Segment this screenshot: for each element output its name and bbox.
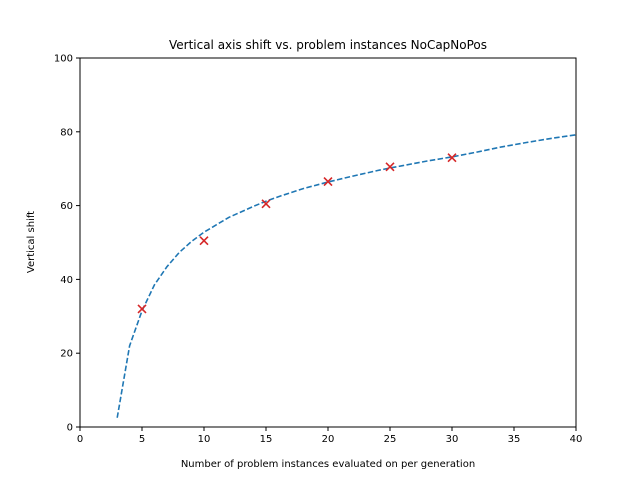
ticks: 0 5 10 15 20 25 30 35 40 0 20 40 60 80 100 (54, 54, 582, 446)
y-tick-label: 100 (54, 54, 73, 65)
y-tick-label: 40 (60, 275, 73, 286)
y-tick-label: 0 (67, 423, 73, 434)
x-tick-label: 25 (384, 434, 397, 445)
y-tick-label: 80 (60, 127, 73, 138)
y-tick-label: 60 (60, 201, 73, 212)
y-tick-label: 20 (60, 349, 73, 360)
x-tick-label: 20 (322, 434, 335, 445)
plot-area (116, 134, 577, 418)
axes-frame (79, 57, 577, 428)
data-point-marker (261, 199, 271, 209)
x-tick-label: 10 (198, 434, 211, 445)
data-point-marker (385, 162, 395, 172)
x-tick-label: 5 (139, 434, 145, 445)
chart-title: Vertical axis shift vs. problem instance… (169, 38, 487, 52)
data-point-marker (447, 153, 457, 163)
fit-curve-line (116, 134, 577, 418)
x-tick-label: 35 (508, 434, 521, 445)
data-point-marker (199, 236, 209, 246)
data-point-marker (137, 304, 147, 314)
x-tick-label: 40 (570, 434, 583, 445)
x-axis-label: Number of problem instances evaluated on… (181, 459, 475, 470)
data-point-marker (323, 177, 333, 187)
x-tick-label: 15 (260, 434, 273, 445)
x-tick-label: 30 (446, 434, 459, 445)
y-axis-label: Vertical shift (26, 211, 37, 273)
x-tick-label: 0 (77, 434, 83, 445)
